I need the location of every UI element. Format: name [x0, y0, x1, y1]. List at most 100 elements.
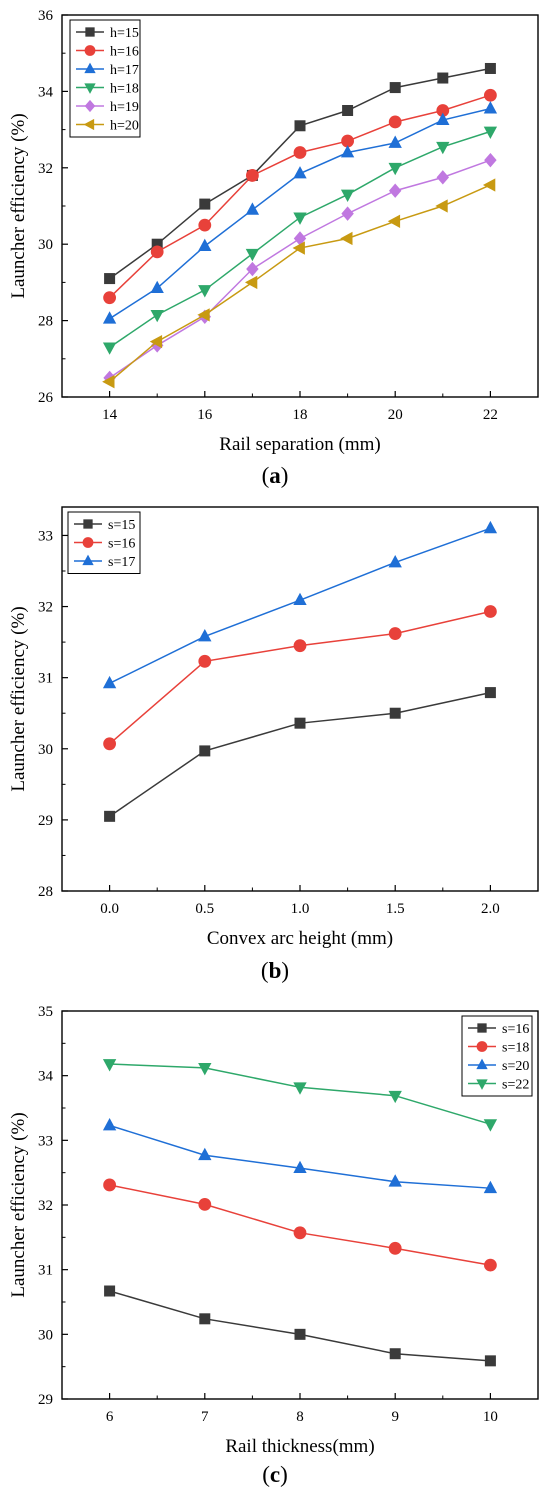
legend-item: s=22 — [468, 1078, 529, 1093]
data-point — [149, 334, 163, 349]
data-point — [102, 675, 117, 689]
series-h=16 — [103, 88, 497, 305]
data-point — [104, 810, 116, 822]
x-tick-label: 14 — [102, 407, 118, 423]
data-point — [198, 1147, 212, 1161]
x-tick-label: 2.0 — [481, 901, 500, 917]
data-point — [483, 1258, 497, 1272]
y-tick-label: 32 — [38, 161, 53, 177]
data-point — [388, 135, 402, 148]
y-tick-label: 36 — [38, 8, 54, 24]
data-point — [437, 72, 449, 84]
caption-a-letter: a — [269, 463, 281, 488]
legend-label: h=15 — [110, 26, 139, 41]
data-point — [198, 654, 212, 668]
data-point — [483, 88, 497, 102]
legend: h=15 h=16 h=17 h=18 h=19 h=20 — [69, 19, 141, 138]
data-point — [436, 170, 450, 185]
x-tick-label: 18 — [293, 407, 308, 423]
y-tick-label: 35 — [38, 1004, 53, 1020]
legend-marker — [82, 554, 94, 566]
legend-item: s=18 — [468, 1041, 529, 1056]
data-point — [245, 202, 260, 215]
legend-label: s=16 — [502, 1022, 529, 1037]
legend-item: s=15 — [74, 518, 135, 533]
data-point — [150, 280, 164, 294]
series-line — [109, 1290, 491, 1362]
x-tick-label: 0.5 — [195, 901, 214, 917]
series-line — [109, 159, 491, 379]
y-tick-label: 30 — [38, 742, 53, 758]
legend-label: h=17 — [110, 63, 139, 78]
data-point — [388, 555, 402, 568]
data-point — [388, 1174, 402, 1187]
x-tick-label: 1.0 — [291, 901, 310, 917]
legend-marker — [476, 1041, 488, 1052]
legend-box — [461, 1015, 533, 1097]
legend-label: h=16 — [110, 45, 139, 60]
y-tick-label: 33 — [38, 528, 53, 544]
y-tick-label: 32 — [38, 600, 53, 616]
data-point — [293, 1226, 307, 1240]
legend-item: s=16 — [468, 1022, 529, 1037]
data-point — [482, 178, 496, 192]
data-point — [198, 1063, 212, 1076]
data-point — [294, 717, 306, 729]
x-tick-label: 1.5 — [386, 901, 405, 917]
data-point — [388, 1090, 402, 1104]
caption-b-letter: b — [268, 958, 282, 983]
data-point — [293, 639, 307, 653]
x-tick-label: 0.0 — [100, 901, 119, 917]
data-point — [104, 1285, 116, 1297]
legend: s=15 s=16 s=17 — [67, 511, 141, 574]
data-point — [245, 169, 259, 182]
legend-item: h=18 — [76, 82, 139, 97]
data-point — [293, 146, 307, 159]
data-point — [102, 375, 115, 389]
caption-b: (b) — [260, 958, 290, 983]
chart-panel-b: 28 29 30 31 32 33 0.0 0.5 1.0 1.5 2.0 Convex arc he… — [0, 500, 550, 1000]
y-tick-label: 29 — [38, 1392, 53, 1408]
data-point — [102, 1118, 117, 1131]
y-tick-label: 33 — [38, 1133, 53, 1149]
legend-item: h=16 — [76, 45, 139, 60]
legend-label: h=20 — [110, 119, 139, 134]
series-s=18 — [103, 1178, 497, 1272]
y-tick-label: 31 — [38, 1263, 53, 1279]
data-point — [198, 628, 212, 642]
series-h=20 — [102, 178, 496, 389]
legend-marker — [476, 1079, 488, 1090]
legend-marker — [83, 118, 95, 131]
data-point — [484, 687, 496, 699]
data-point — [199, 198, 211, 210]
caption-c: (c) — [262, 1462, 288, 1487]
y-tick-label: 28 — [38, 314, 53, 330]
legend-marker — [84, 62, 96, 74]
data-point — [293, 212, 307, 225]
y-tick-label: 28 — [38, 884, 53, 900]
series-h=19 — [103, 152, 497, 386]
series-line — [109, 527, 491, 685]
data-point — [436, 112, 450, 125]
data-point — [292, 241, 305, 255]
data-point — [294, 120, 306, 132]
legend-label: s=17 — [108, 555, 135, 570]
data-point — [102, 342, 117, 355]
legend-marker — [477, 1023, 487, 1033]
data-point — [436, 141, 450, 155]
data-point — [294, 1328, 306, 1340]
data-point — [150, 309, 164, 323]
series-s=16 — [103, 605, 497, 751]
legend: s=16 s=18 s=20 s=22 — [461, 1015, 533, 1097]
legend-marker — [476, 1058, 488, 1070]
data-point — [198, 218, 212, 232]
y-tick-label: 30 — [38, 1327, 53, 1343]
chart-panel-c: 29 30 31 32 33 34 35 6 7 8 9 10 Rail thickness(mm) La… — [0, 1000, 550, 1500]
x-tick-label: 20 — [388, 407, 403, 423]
data-point — [388, 627, 402, 640]
data-point — [102, 311, 117, 324]
data-point — [198, 238, 212, 252]
data-point — [483, 605, 497, 618]
series-line — [109, 691, 491, 817]
series-s=16 — [104, 1285, 496, 1367]
